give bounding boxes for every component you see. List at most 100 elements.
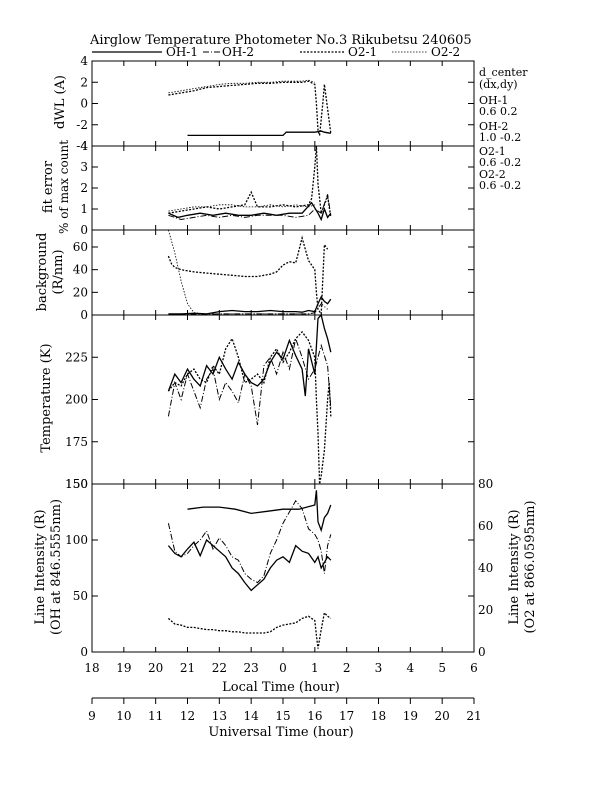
side-info-value: 0.6 -0.2 bbox=[479, 179, 521, 192]
y-tick-label: 225 bbox=[65, 350, 88, 364]
panel-fit-error: 0 1 2 3 4 bbox=[80, 139, 475, 237]
side-info: d_center (dx,dy) OH-1 0.6 0.2 OH-2 1.0 -… bbox=[479, 66, 528, 192]
series-line-o2-1 bbox=[168, 145, 332, 218]
panel-frame bbox=[91, 314, 475, 485]
ylabel-background: background bbox=[35, 233, 50, 312]
y-tick-label-right: 80 bbox=[478, 477, 493, 491]
y-tick-label-right: 20 bbox=[478, 603, 493, 617]
series-line-o2-1 bbox=[168, 80, 332, 136]
y-tick-label: -4 bbox=[76, 139, 88, 153]
x-tick-label-local: 22 bbox=[212, 661, 227, 675]
x-axis-ut: 9 10 11 12 13 14 15 16 17 18 19 20 21 bbox=[88, 697, 482, 723]
ylabel-fit-error-unit: % of max count bbox=[57, 140, 71, 234]
series-line-oh-1 bbox=[187, 130, 331, 137]
ylabel-fit-error: fit error bbox=[41, 160, 56, 213]
y-tick-label: 3 bbox=[80, 160, 88, 174]
y-tick-label: 200 bbox=[65, 393, 88, 407]
x-axis-ut-label: Universal Time (hour) bbox=[208, 725, 353, 740]
legend-label-oh2: OH-2 bbox=[222, 45, 254, 59]
x-tick-label-ut: 9 bbox=[88, 709, 96, 723]
x-axis-local: 18 19 20 21 22 23 0 1 2 3 4 5 6 bbox=[84, 661, 477, 675]
side-info-value: 0.6 0.2 bbox=[479, 105, 517, 118]
series-line-o2-2 bbox=[168, 79, 315, 94]
x-tick-label-local: 5 bbox=[438, 661, 446, 675]
series-line-o2-1 bbox=[167, 611, 332, 649]
x-tick-label-ut: 11 bbox=[148, 709, 163, 723]
side-info-header: d_center bbox=[479, 66, 528, 79]
y-tick-label: 0 bbox=[80, 223, 88, 237]
chart-title: Airglow Temperature Photometer No.3 Riku… bbox=[89, 33, 472, 48]
y-tick-label-right: 40 bbox=[478, 561, 493, 575]
series-line-oh-1-right bbox=[187, 490, 332, 533]
x-tick-label-local: 2 bbox=[343, 661, 351, 675]
x-tick-label-local: 23 bbox=[244, 661, 259, 675]
side-info-name: OH-2 bbox=[479, 120, 508, 133]
side-info-value: 0.6 -0.2 bbox=[479, 156, 521, 169]
side-info-value: 1.0 -0.2 bbox=[479, 131, 521, 144]
series-line-o2-2 bbox=[168, 229, 315, 315]
y-tick-label: 4 bbox=[80, 139, 88, 153]
ylabel-intensity-right: Line Intensity (R) bbox=[507, 509, 522, 624]
series-line-oh-1 bbox=[168, 201, 332, 222]
x-tick-label-local: 18 bbox=[84, 661, 99, 675]
x-tick-label-ut: 16 bbox=[307, 709, 322, 723]
panel-frame bbox=[91, 145, 475, 231]
x-tick-label-local: 0 bbox=[279, 661, 287, 675]
y-tick-label: 150 bbox=[65, 477, 88, 491]
panel-background: 0 20 40 60 bbox=[73, 229, 475, 322]
y-tick-label: 1 bbox=[80, 202, 88, 216]
panel-frame bbox=[91, 60, 475, 147]
x-tick-label-local: 20 bbox=[148, 661, 163, 675]
y-tick-label: -2 bbox=[76, 118, 88, 132]
legend-label-oh1: OH-1 bbox=[166, 45, 198, 59]
x-tick-label-ut: 10 bbox=[116, 709, 131, 723]
side-info-name: O2-1 bbox=[479, 145, 506, 158]
ylabel-intensity-unit: (OH at 846.5555nm) bbox=[49, 499, 64, 635]
panel-temperature: 150 175 200 225 bbox=[65, 313, 475, 491]
x-tick-label-ut: 13 bbox=[212, 709, 227, 723]
x-tick-label-ut: 19 bbox=[403, 709, 418, 723]
ylabel-dwl: dWL (A) bbox=[53, 75, 68, 129]
ylabel-background-unit: (R/nm) bbox=[51, 249, 66, 294]
x-tick-label-ut: 12 bbox=[180, 709, 195, 723]
legend-label-o22: O2-2 bbox=[431, 45, 460, 59]
panel-line-intensity: 0 50 100 150 0 20 40 60 80 bbox=[65, 477, 493, 659]
series-line-oh-2 bbox=[167, 336, 332, 425]
y-tick-label: 2 bbox=[80, 181, 88, 195]
x-tick-label-local: 21 bbox=[180, 661, 195, 675]
y-tick-label: 175 bbox=[65, 435, 88, 449]
x-tick-label-ut: 15 bbox=[275, 709, 290, 723]
panel-dwl: -4 -2 0 2 4 bbox=[76, 54, 475, 153]
panel-frame bbox=[91, 229, 475, 316]
y-tick-label: 0 bbox=[80, 308, 88, 322]
y-tick-label-right: 0 bbox=[478, 645, 486, 659]
series-line-oh-1 bbox=[167, 538, 332, 592]
x-tick-label-ut: 14 bbox=[244, 709, 260, 723]
series-line-o2-1 bbox=[167, 235, 329, 316]
ylabel-intensity: Line Intensity (R) bbox=[33, 509, 48, 624]
x-tick-label-ut: 17 bbox=[339, 709, 354, 723]
y-tick-label: 0 bbox=[80, 97, 88, 111]
legend-label-o21: O2-1 bbox=[348, 45, 377, 59]
y-tick-label: 60 bbox=[73, 240, 88, 254]
side-info-header2: (dx,dy) bbox=[479, 78, 518, 91]
series-line-oh-2 bbox=[168, 194, 332, 221]
y-tick-label: 4 bbox=[80, 54, 88, 68]
series-line-oh-2 bbox=[167, 499, 332, 584]
x-tick-label-local: 3 bbox=[375, 661, 383, 675]
x-tick-label-ut: 21 bbox=[466, 709, 481, 723]
x-tick-label-local: 6 bbox=[470, 661, 478, 675]
side-info-name: O2-2 bbox=[479, 168, 506, 181]
x-axis-local-label: Local Time (hour) bbox=[222, 680, 340, 695]
y-tick-label: 150 bbox=[65, 477, 88, 491]
y-tick-label: 2 bbox=[80, 75, 88, 89]
y-tick-label-right: 60 bbox=[478, 519, 493, 533]
side-info-name: OH-1 bbox=[479, 94, 508, 107]
x-tick-label-local: 1 bbox=[311, 661, 319, 675]
ylabel-intensity-right-unit: (O2 at 866.0595nm) bbox=[523, 500, 538, 633]
x-tick-label-ut: 20 bbox=[435, 709, 450, 723]
y-tick-label: 40 bbox=[73, 263, 88, 277]
x-tick-label-local: 4 bbox=[407, 661, 415, 675]
